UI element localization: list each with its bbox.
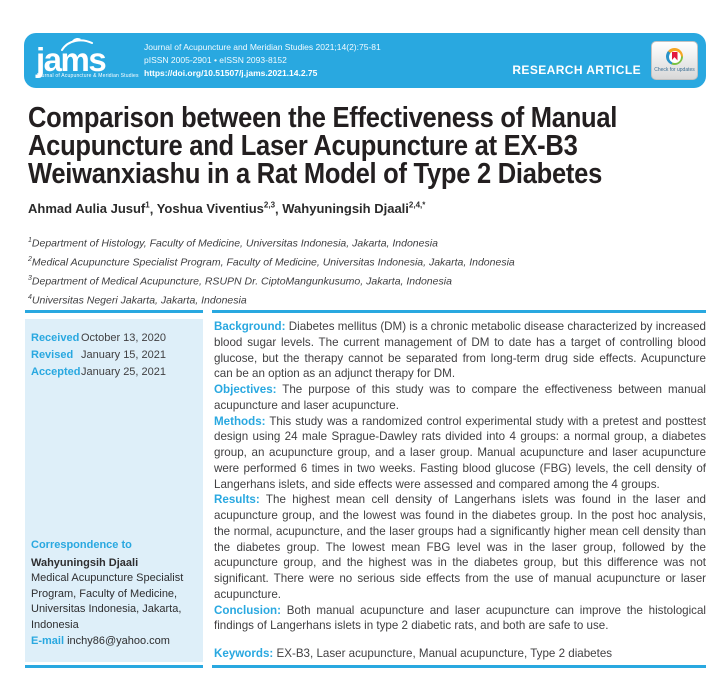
affiliation-list: 1Department of Histology, Faculty of Med… [28,233,515,309]
author: Wahyuningsih Djaali2,4,* [282,201,426,217]
divider-segment [212,664,706,668]
abstract-section: Methods: This study was a randomized con… [214,414,706,491]
affiliation: 2Medical Acupuncture Specialist Program,… [28,256,515,269]
journal-citation: Journal of Acupuncture and Meridian Stud… [144,42,381,52]
divider-segment [25,664,203,668]
email-label: E-mail [31,635,65,648]
correspondence-block: Correspondence to Wahyuningsih Djaali Me… [31,538,197,650]
author: Yoshua Viventius2,3 [156,201,276,217]
article-history: Received October 13, 2020 Revised January 1… [31,330,197,381]
logo-wordmark: jams [36,40,107,78]
sidebar: Received October 13, 2020 Revised January 1… [25,319,203,662]
section-label: Background: [214,320,286,333]
logo-sprout-icon [58,37,98,56]
correspondence-heading: Correspondence to [31,539,132,552]
divider-segment [212,310,706,313]
affiliation: 4Universitas Negeri Jakarta, Jakarta, In… [28,294,247,307]
correspondence-name: Wahyuningsih Djaali [31,556,139,569]
abstract: Background: Diabetes mellitus (DM) is a … [212,319,706,662]
bookmark-icon [671,51,678,61]
abstract-section: Conclusion: Both manual acupuncture and … [214,603,706,633]
history-label: Revised [31,349,74,361]
correspondence-email-row: E-mail inchy86@yahoo.com [31,634,197,650]
history-value: January 25, 2021 [81,366,167,378]
abstract-section: Objectives: The purpose of this study wa… [214,383,706,412]
affiliation: 3Department of Medical Acupuncture, RSUP… [28,275,452,288]
keywords-label: Keywords: [214,647,274,660]
email-link[interactable]: inchy86@yahoo.com [67,635,170,648]
check-for-updates-label: Check for updates [654,67,695,73]
history-row: Revised January 15, 2021 [31,347,197,364]
crossmark-icon [666,48,683,65]
journal-logo[interactable]: jams Journal of Acupuncture & Meridian S… [36,37,139,79]
history-row: Accepted January 25, 2021 [31,364,197,381]
author-list: Ahmad Aulia Jusuf1, Yoshua Viventius2,3,… [28,201,426,217]
section-label: Objectives: [214,383,277,396]
journal-header-band: jams Journal of Acupuncture & Meridian S… [24,33,706,88]
title-line: Comparison between the Effectiveness of … [28,102,618,134]
section-label: Conclusion: [214,603,281,617]
section-label: Results: [214,493,260,507]
history-label: Received [31,332,80,344]
bottom-divider [25,664,706,668]
abstract-section: Results: The highest mean cell density o… [214,493,706,601]
logo-tagline: Journal of Acupuncture & Meridian Studie… [36,72,139,79]
abstract-zone: Received October 13, 2020 Revised January 1… [25,310,706,668]
doi-link[interactable]: https://doi.org/10.51507/j.jams.2021.14.… [144,68,318,78]
correspondence-address: Medical Acupuncture Specialist Program, … [31,572,184,631]
article-type-label: RESEARCH ARTICLE [512,62,641,77]
keywords-row: Keywords: EX-B3, Laser acupuncture, Manu… [214,647,613,660]
history-label: Accepted [31,366,81,378]
journal-issn: pISSN 2005-2901 • eISSN 2093-8152 [144,55,287,65]
top-divider [25,310,706,313]
title-line: Weiwanxiashu in a Rat Model of Type 2 Di… [28,158,603,190]
journal-meta: Journal of Acupuncture and Meridian Stud… [136,41,504,80]
title-line: Acupuncture and Laser Acupuncture at EX-… [28,130,578,162]
abstract-section: Background: Diabetes mellitus (DM) is a … [214,320,706,381]
divider-segment [25,310,203,313]
check-for-updates-badge[interactable]: Check for updates [651,41,698,80]
section-label: Methods: [214,414,266,428]
affiliation: 1Department of Histology, Faculty of Med… [28,237,438,250]
history-value: October 13, 2020 [81,332,167,344]
history-row: Received October 13, 2020 [31,330,197,347]
history-value: January 15, 2021 [81,349,167,361]
article-title: Comparison between the Effectiveness of … [28,102,618,190]
author: Ahmad Aulia Jusuf1 [28,201,150,217]
